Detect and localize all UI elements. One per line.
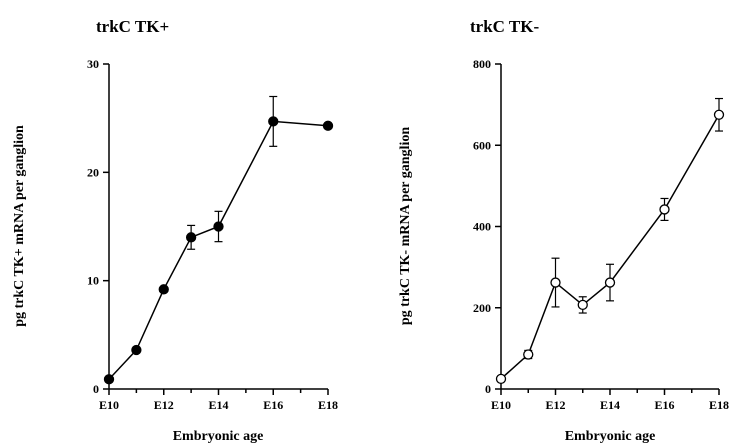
y-axis-label: pg trkC TK+ mRNA per ganglion: [12, 125, 27, 327]
plot-area: 0 200 400 600 800 E10 E12 E14 E16 E18: [473, 57, 729, 412]
y-tick-label: 600: [473, 138, 491, 152]
data-point: [103, 374, 115, 385]
data-point: [713, 109, 725, 120]
y-tick-label: 0: [485, 382, 491, 396]
y-tick-label: 30: [87, 57, 99, 71]
x-tick-label: E18: [318, 398, 338, 412]
data-point: [158, 284, 169, 295]
y-tick-label: 10: [87, 274, 99, 288]
y-axis-label: pg trkC TK- mRNA per ganglion: [398, 127, 413, 325]
y-tick-label: 0: [93, 382, 99, 396]
plot-area: 0 10 20 30 E10 E12 E14 E16 E18: [87, 57, 338, 412]
series-line: [500, 114, 720, 380]
y-tick-label: 200: [473, 301, 491, 315]
data-point: [523, 349, 534, 360]
x-tick-label: E16: [654, 398, 674, 412]
data-point: [604, 277, 616, 288]
data-point: [131, 344, 142, 356]
y-tick-label: 800: [473, 57, 491, 71]
x-tick-label: E16: [263, 398, 283, 412]
x-tick-label: E14: [208, 398, 228, 412]
y-tick-label: 400: [473, 220, 491, 234]
chart-title: trkC TK+: [96, 17, 169, 36]
x-tick-label: E12: [154, 398, 174, 412]
chart-title: trkC TK-: [470, 17, 539, 36]
y-tick-label: 20: [87, 165, 99, 179]
chart-panel-tk-plus: trkC TK+ Embryonic age pg trkC TK+ mRNA …: [12, 17, 338, 444]
data-point: [577, 299, 588, 311]
series-line: [108, 120, 329, 380]
data-point: [659, 204, 670, 215]
data-point: [213, 221, 224, 232]
x-tick-label: E14: [600, 398, 620, 412]
data-point: [495, 373, 507, 384]
x-axis-label: Embryonic age: [565, 429, 656, 444]
x-tick-label: E10: [99, 398, 119, 412]
x-tick-label: E18: [709, 398, 729, 412]
x-axis-label: Embryonic age: [173, 429, 264, 444]
x-tick-label: E12: [545, 398, 565, 412]
data-point: [185, 232, 197, 243]
chart-panel-tk-minus: trkC TK- Embryonic age pg trkC TK- mRNA …: [398, 17, 729, 444]
data-point: [550, 277, 561, 288]
x-tick-label: E10: [491, 398, 511, 412]
data-point: [322, 120, 334, 131]
data-point: [268, 116, 279, 127]
